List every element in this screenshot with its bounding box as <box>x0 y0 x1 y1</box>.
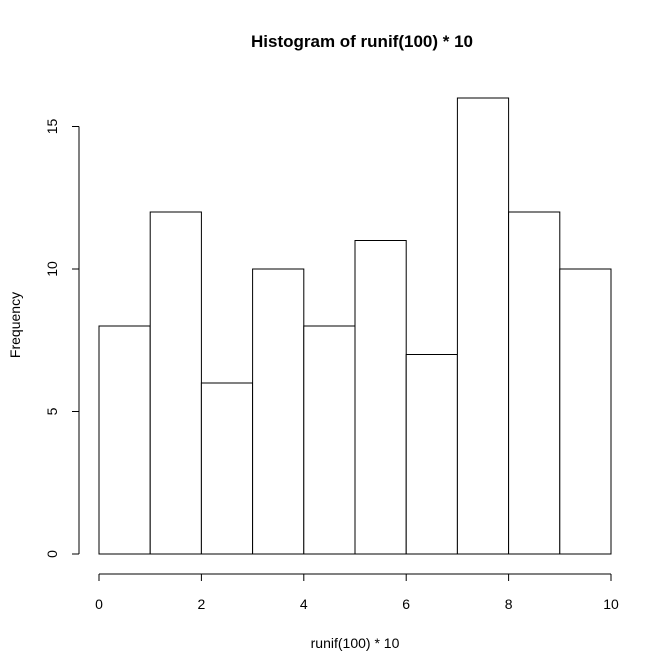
y-axis: 0 5 10 15 <box>44 119 80 558</box>
y-tick-label: 5 <box>44 407 60 415</box>
histogram-bar <box>98 325 151 555</box>
histogram-bar <box>508 211 561 555</box>
x-tick-label: 2 <box>198 596 206 612</box>
y-tick-label: 10 <box>44 261 60 277</box>
histogram-bar <box>149 211 202 555</box>
histogram-bar <box>456 97 510 555</box>
x-tick-label: 10 <box>603 596 619 612</box>
x-tick-label: 6 <box>402 596 410 612</box>
histogram-bar <box>354 240 407 555</box>
y-tick-label: 0 <box>44 550 60 558</box>
histogram-bar <box>303 325 356 555</box>
histogram-bar <box>559 268 612 555</box>
y-axis-label: Frequency <box>7 292 23 358</box>
histogram-bar <box>405 354 458 555</box>
x-axis: 0 2 4 6 8 10 <box>95 573 619 612</box>
histogram-bar <box>252 268 305 555</box>
y-tick-label: 15 <box>44 119 60 135</box>
x-tick-label: 8 <box>505 596 513 612</box>
histogram-bar <box>200 382 254 555</box>
bars-group <box>98 97 612 555</box>
chart-title: Histogram of runif(100) * 10 <box>251 32 473 51</box>
x-tick-label: 0 <box>95 596 103 612</box>
x-tick-label: 4 <box>300 596 308 612</box>
x-axis-label: runif(100) * 10 <box>311 635 400 651</box>
